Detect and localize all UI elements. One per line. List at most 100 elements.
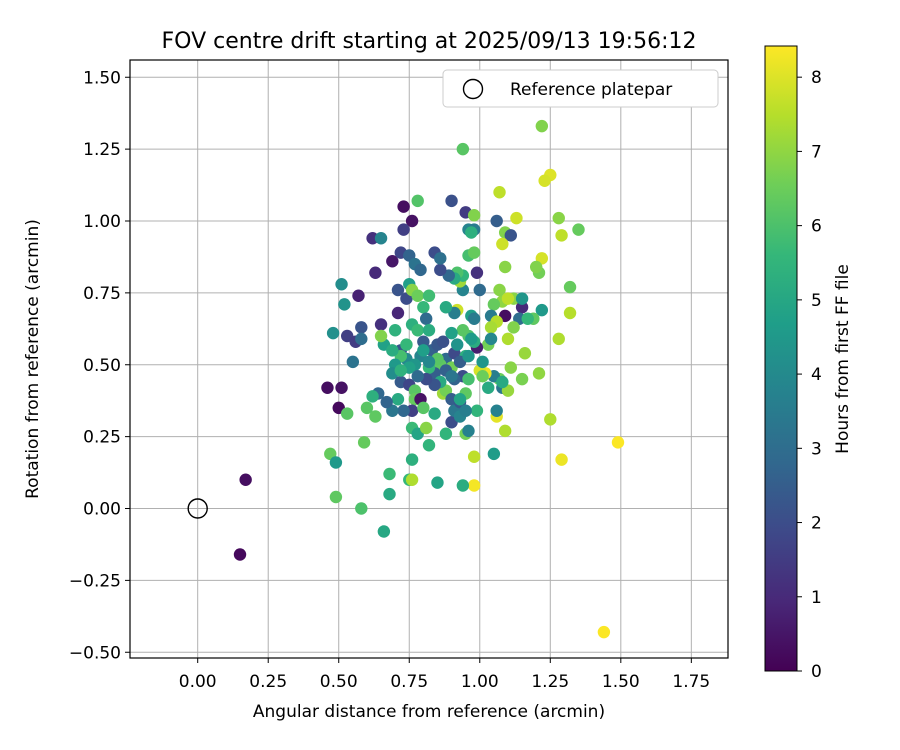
data-point bbox=[346, 355, 360, 369]
data-point bbox=[397, 200, 410, 213]
data-point bbox=[507, 321, 520, 334]
data-point bbox=[422, 324, 436, 337]
legend: Reference platepar bbox=[442, 69, 719, 108]
data-point bbox=[360, 401, 374, 415]
reference-platepar-marker bbox=[187, 498, 208, 519]
data-point bbox=[493, 186, 506, 199]
data-point bbox=[233, 548, 247, 561]
data-point bbox=[487, 447, 501, 461]
data-point bbox=[374, 318, 388, 331]
x-axis-label: Angular distance from reference (arcmin) bbox=[253, 702, 605, 722]
colorbar-tick-label: 1 bbox=[811, 588, 822, 608]
data-point bbox=[434, 263, 447, 277]
chart-title: FOV centre drift starting at 2025/09/13 … bbox=[162, 29, 697, 54]
colorbar-ticks: 0 1 2 3 4 5 6 7 8 bbox=[797, 68, 822, 682]
y-tick-label: −0.25 bbox=[69, 571, 121, 591]
data-point bbox=[383, 487, 396, 501]
data-point bbox=[467, 312, 481, 325]
data-point bbox=[498, 260, 512, 274]
data-point bbox=[411, 370, 424, 383]
y-axis-label: Rotation from reference (arcmin) bbox=[23, 219, 43, 499]
data-point bbox=[394, 364, 407, 377]
data-point bbox=[470, 266, 484, 279]
data-point bbox=[456, 324, 470, 337]
data-point bbox=[459, 404, 472, 417]
data-point bbox=[355, 502, 368, 515]
data-point bbox=[335, 278, 348, 291]
data-point bbox=[470, 404, 484, 417]
y-tick-label: 0.25 bbox=[83, 428, 121, 448]
data-point bbox=[451, 338, 464, 351]
x-axis-ticks: 0.00 0.25 0.50 0.75 1.00 1.25 1.50 1.75 bbox=[179, 658, 710, 692]
data-point bbox=[388, 324, 402, 337]
data-point bbox=[355, 321, 368, 334]
data-point bbox=[515, 372, 529, 386]
data-point bbox=[544, 413, 557, 426]
colorbar-tick-label: 7 bbox=[811, 142, 822, 162]
data-point bbox=[476, 370, 489, 383]
data-point bbox=[439, 427, 453, 440]
data-point bbox=[563, 280, 577, 294]
data-point bbox=[422, 355, 436, 369]
data-point bbox=[355, 332, 368, 346]
data-point bbox=[515, 292, 529, 305]
data-point bbox=[456, 479, 470, 492]
data-point bbox=[391, 283, 405, 297]
data-point bbox=[374, 329, 388, 343]
data-point bbox=[498, 424, 512, 438]
data-point bbox=[473, 283, 486, 297]
data-point bbox=[572, 223, 585, 236]
data-point bbox=[518, 347, 532, 360]
data-point bbox=[239, 473, 252, 486]
data-point bbox=[467, 450, 481, 463]
plot-frame bbox=[129, 59, 729, 659]
x-tick-label: 0.25 bbox=[249, 672, 287, 692]
data-point bbox=[535, 303, 549, 317]
y-tick-label: 0.75 bbox=[83, 284, 121, 304]
data-point bbox=[419, 312, 433, 325]
data-point bbox=[510, 211, 523, 225]
data-point bbox=[453, 393, 467, 406]
data-point bbox=[405, 453, 419, 466]
legend-box bbox=[442, 69, 719, 108]
data-point bbox=[493, 283, 506, 297]
data-point bbox=[329, 456, 343, 469]
data-point bbox=[411, 289, 424, 302]
colorbar-label: Hours from first FF file bbox=[833, 264, 853, 454]
data-point bbox=[484, 321, 498, 334]
y-tick-label: 0.00 bbox=[83, 500, 121, 520]
data-point bbox=[329, 490, 343, 504]
data-point bbox=[487, 298, 501, 311]
data-point bbox=[340, 407, 354, 420]
data-point bbox=[338, 298, 351, 311]
data-point bbox=[552, 332, 565, 346]
data-point bbox=[462, 349, 475, 363]
data-point bbox=[411, 324, 424, 337]
data-point bbox=[563, 306, 577, 320]
y-tick-label: 1.25 bbox=[83, 140, 121, 160]
colorbar: 0 1 2 3 4 5 6 7 8 Hours from first FF file bbox=[764, 45, 853, 682]
data-point bbox=[535, 119, 549, 133]
data-point bbox=[490, 404, 503, 417]
data-point bbox=[496, 375, 509, 389]
data-point bbox=[391, 306, 405, 320]
data-point bbox=[374, 232, 388, 245]
data-point bbox=[482, 381, 495, 394]
data-point bbox=[521, 312, 534, 325]
data-point bbox=[391, 393, 405, 406]
data-point bbox=[422, 289, 436, 302]
data-point bbox=[462, 372, 475, 386]
x-tick-label: 0.00 bbox=[179, 672, 217, 692]
x-tick-label: 0.75 bbox=[390, 672, 428, 692]
y-tick-label: 1.00 bbox=[83, 212, 121, 232]
colorbar-gradient bbox=[764, 45, 798, 672]
x-tick-label: 1.00 bbox=[461, 672, 499, 692]
data-point bbox=[386, 255, 399, 268]
x-tick-label: 1.25 bbox=[531, 672, 569, 692]
data-point bbox=[417, 335, 430, 348]
data-point bbox=[386, 344, 399, 357]
data-point bbox=[555, 453, 568, 466]
colorbar-tick-label: 4 bbox=[811, 365, 822, 385]
x-tick-label: 1.75 bbox=[672, 672, 710, 692]
